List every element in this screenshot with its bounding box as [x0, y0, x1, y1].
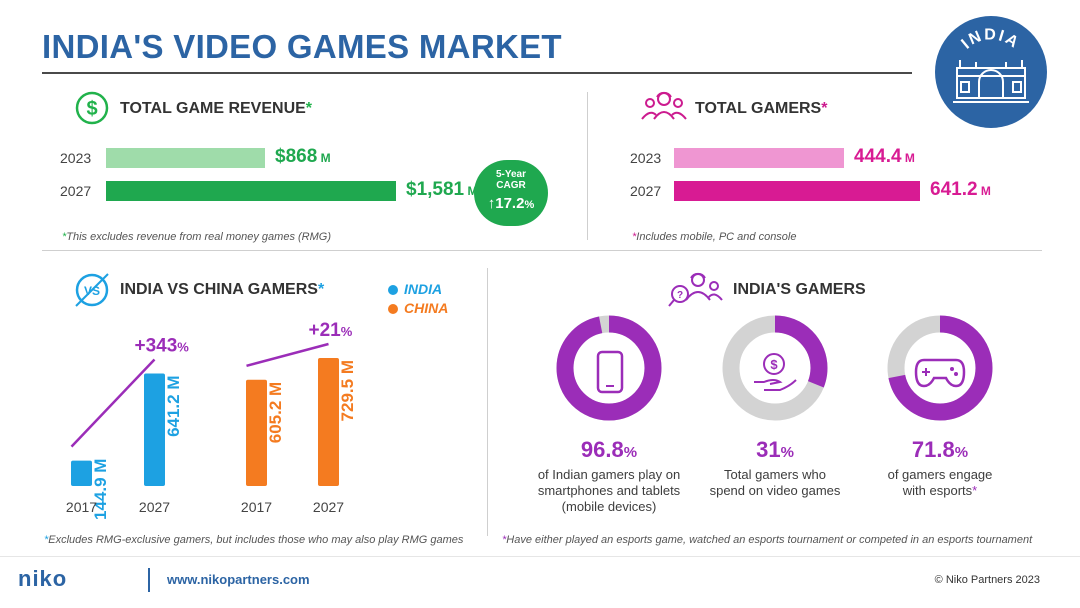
donut-mobile-caption: of Indian gamers play on smartphones and…	[537, 467, 681, 514]
donut-spend-caption: Total gamers who spend on video games	[709, 467, 841, 498]
india-badge: INDIA	[935, 16, 1047, 128]
india-gamers-note: *Have either played an esports game, wat…	[502, 534, 1033, 546]
revenue-title: TOTAL GAME REVENUE*	[120, 100, 313, 117]
svg-text:$: $	[86, 98, 97, 120]
legend-india-swatch	[388, 285, 398, 296]
year-label-china-2027: 2027	[313, 499, 344, 515]
bar-india-2017	[71, 460, 92, 486]
india-gamers-donuts	[556, 315, 993, 421]
donut-arc-1	[722, 315, 828, 421]
gateway-of-india-icon: INDIA	[953, 26, 1029, 103]
dollar-icon: $	[74, 90, 110, 131]
gamers-bar-2023	[674, 148, 844, 168]
footer-website-link[interactable]: www.nikopartners.com	[167, 572, 310, 587]
svg-text:$: $	[770, 357, 778, 372]
revenue-note: *This excludes revenue from real money g…	[62, 231, 331, 243]
bar-label-china-2017: 605.2 M	[266, 382, 285, 443]
donut-spend-percent: 31%	[756, 437, 794, 462]
svg-text:VS: VS	[84, 284, 100, 298]
donut-mobile-percent: 96.8%	[580, 437, 638, 462]
india-gamers-title: INDIA'S GAMERS	[733, 281, 866, 298]
revenue-bar-2027	[106, 181, 396, 201]
bar-india-2027	[144, 373, 165, 486]
up-arrow-icon: ↑	[487, 195, 496, 212]
revenue-bar-2023	[106, 148, 265, 168]
gamers-group-icon	[640, 87, 688, 132]
revenue-value-2023: $868 M	[275, 146, 331, 167]
cagr-label-line2: CAGR	[496, 180, 526, 191]
svg-text:?: ?	[677, 290, 683, 301]
footer-separator	[148, 568, 150, 592]
footer-divider	[0, 556, 1080, 557]
year-label-china-2017: 2017	[241, 499, 272, 515]
gamers-year-2027: 2027	[630, 183, 662, 199]
donut-esports-percent: 71.8%	[911, 437, 969, 462]
growth-line-china	[246, 342, 329, 368]
legend-china-swatch	[388, 304, 398, 315]
vs-title: INDIA VS CHINA GAMERS*	[120, 281, 325, 298]
legend-china: CHINA	[388, 300, 448, 316]
donut-arc-0	[556, 315, 662, 421]
growth-label-china: +21%	[309, 320, 353, 341]
page-title: INDIA'S VIDEO GAMES MARKET	[42, 28, 562, 65]
revenue-year-2023: 2023	[60, 150, 92, 166]
bar-china-2027	[318, 358, 339, 486]
bar-label-india-2027: 641.2 M	[164, 375, 183, 436]
legend-india: INDIA	[388, 281, 442, 297]
bar-china-2017	[246, 379, 267, 486]
gamers-note: *Includes mobile, PC and console	[632, 231, 797, 243]
growth-label-india: +343%	[135, 335, 190, 356]
cagr-label-line1: 5-Year	[495, 169, 527, 180]
revenue-year-2027: 2027	[60, 183, 92, 199]
section-divider-top	[587, 92, 588, 240]
niko-logo: niko	[18, 566, 68, 591]
gamers-title: TOTAL GAMERS*	[695, 100, 828, 117]
bar-label-china-2027: 729.5 M	[338, 360, 357, 421]
title-divider	[42, 72, 912, 74]
section-divider-horizontal	[42, 250, 1042, 251]
gamers-year-2023: 2023	[630, 150, 662, 166]
gamers-bar-2027	[674, 181, 920, 201]
section-divider-bottom	[487, 268, 488, 536]
vs-icon: VS	[72, 270, 112, 315]
gamers-value-2027: 641.2 M	[930, 179, 991, 200]
revenue-value-2027: $1,581 M	[406, 179, 478, 200]
donut-arc-2	[887, 315, 993, 421]
growth-line-india	[70, 358, 156, 448]
money-hand-icon: $	[750, 350, 798, 401]
vs-note: *Excludes RMG-exclusive gamers, but incl…	[44, 534, 464, 546]
footer-copyright: © Niko Partners 2023	[934, 574, 1040, 586]
bar-label-india-2017: 144.9 M	[91, 459, 110, 520]
year-label-india-2017: 2017	[66, 499, 97, 515]
gamepad-icon	[914, 354, 966, 395]
cagr-badge: 5-Year CAGR ↑17.2%	[474, 160, 548, 226]
svg-text:INDIA: INDIA	[958, 26, 1022, 52]
gamers-search-icon: ?	[668, 270, 724, 315]
cagr-value: ↑17.2%	[487, 195, 535, 212]
smartphone-icon	[596, 350, 624, 399]
gamers-value-2023: 444.4 M	[854, 146, 915, 167]
donut-esports-caption: of gamers engage with esports*	[887, 467, 993, 498]
year-label-india-2027: 2027	[139, 499, 170, 515]
